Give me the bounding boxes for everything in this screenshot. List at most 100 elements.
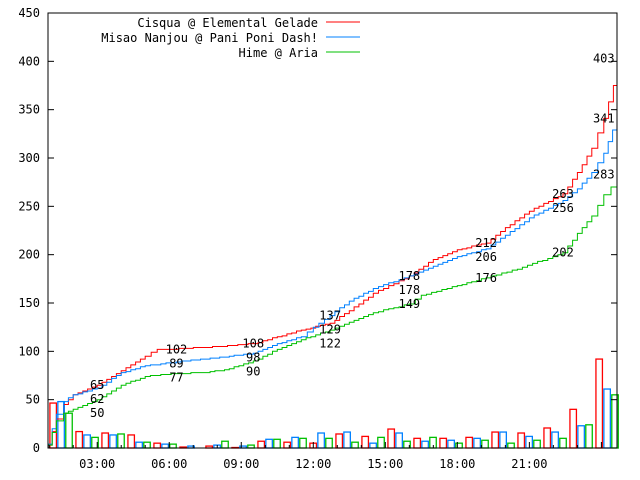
data-label: 202	[552, 246, 574, 260]
bar-layer	[49, 358, 619, 449]
data-label: 90	[246, 365, 260, 379]
bar-2	[161, 443, 169, 449]
data-label: 108	[242, 337, 264, 351]
bar-1	[387, 428, 396, 449]
bar-2	[291, 436, 299, 449]
bar-2	[109, 434, 117, 449]
data-label: 283	[593, 167, 615, 181]
bar-3	[299, 437, 307, 449]
data-label: 341	[593, 111, 615, 125]
data-label: 129	[319, 323, 341, 337]
data-label: 176	[475, 271, 497, 285]
data-label: 178	[398, 269, 420, 283]
bar-2	[577, 425, 585, 449]
y-tick-label: 450	[18, 6, 40, 20]
y-tick-label: 300	[18, 151, 40, 165]
x-tick-label: 15:00	[367, 457, 403, 471]
bar-3	[507, 442, 515, 449]
bar-2	[343, 431, 351, 449]
bar-2	[473, 437, 481, 449]
bar-2	[447, 439, 455, 449]
bar-2	[603, 388, 611, 449]
y-tick-label: 200	[18, 248, 40, 262]
x-tick-label: 18:00	[439, 457, 475, 471]
data-label-layer: 6562501781781491028977108989013712912221…	[90, 51, 615, 420]
data-label: 62	[90, 392, 104, 406]
data-label: 263	[552, 187, 574, 201]
data-label: 50	[90, 406, 104, 420]
bar-1	[491, 431, 500, 449]
bar-1	[153, 442, 162, 449]
bar-3	[585, 424, 593, 449]
bar-1	[517, 432, 526, 449]
y-tick-label: 250	[18, 199, 40, 213]
data-label: 77	[169, 370, 183, 384]
bar-3	[65, 412, 73, 449]
bar-2	[135, 441, 143, 449]
series-line-3	[48, 174, 618, 446]
x-tick-label: 03:00	[79, 457, 115, 471]
data-label: 122	[319, 337, 341, 351]
bar-3	[481, 439, 489, 449]
x-tick-label: 06:00	[151, 457, 187, 471]
data-label: 98	[246, 351, 260, 365]
bar-2	[395, 432, 403, 449]
series-line-2	[48, 118, 618, 445]
legend-label: Hime @ Aria	[239, 46, 318, 60]
bar-1	[257, 440, 266, 449]
bar-3	[455, 442, 463, 449]
x-tick-label: 12:00	[295, 457, 331, 471]
data-label: 65	[90, 378, 104, 392]
bar-3	[325, 437, 333, 449]
data-label: 137	[319, 309, 341, 323]
data-label: 403	[593, 51, 615, 65]
y-tick-label: 50	[26, 393, 40, 407]
y-tick-label: 150	[18, 296, 40, 310]
x-tick-label: 09:00	[223, 457, 259, 471]
bar-1	[543, 427, 552, 449]
axes: 0 50 100 150 200 250 300 350 400 450 03:00 06:00 09:…	[18, 6, 617, 471]
data-label: 212	[475, 236, 497, 250]
bar-1	[101, 432, 110, 449]
data-label: 178	[398, 283, 420, 297]
bar-3	[533, 439, 541, 449]
bar-2	[421, 440, 429, 449]
data-label: 256	[552, 201, 574, 215]
y-tick-label: 350	[18, 103, 40, 117]
bar-2	[369, 442, 377, 449]
bar-2	[551, 431, 559, 449]
bar-1	[75, 430, 84, 449]
y-tick-label: 0	[33, 441, 40, 455]
bar-2	[83, 434, 91, 449]
bar-3	[169, 443, 177, 449]
bar-2	[265, 438, 273, 449]
bar-1	[439, 437, 448, 449]
bar-3	[377, 436, 385, 449]
legend-label: Cisqua @ Elemental Gelade	[137, 16, 318, 30]
data-label: 206	[475, 250, 497, 264]
data-label: 89	[169, 356, 183, 370]
bar-1	[361, 435, 370, 449]
series-line-1	[48, 58, 618, 446]
bar-1	[127, 434, 136, 449]
data-label: 149	[398, 297, 420, 311]
bar-1	[595, 358, 604, 449]
y-tick-label: 100	[18, 344, 40, 358]
plot-frame	[47, 12, 618, 449]
bar-2	[317, 432, 325, 449]
bar-1	[413, 437, 422, 449]
bar-3	[221, 440, 229, 449]
line-layer	[48, 58, 618, 446]
bar-3	[273, 438, 281, 449]
data-label: 102	[166, 342, 188, 356]
bar-1	[465, 436, 474, 449]
bar-1	[569, 408, 578, 449]
bar-1	[49, 402, 58, 449]
legend-label: Misao Nanjou @ Pani Poni Dash!	[101, 31, 318, 45]
bar-3	[559, 437, 567, 449]
x-tick-label: 21:00	[511, 457, 547, 471]
bar-3	[351, 441, 359, 449]
y-tick-label: 400	[18, 54, 40, 68]
